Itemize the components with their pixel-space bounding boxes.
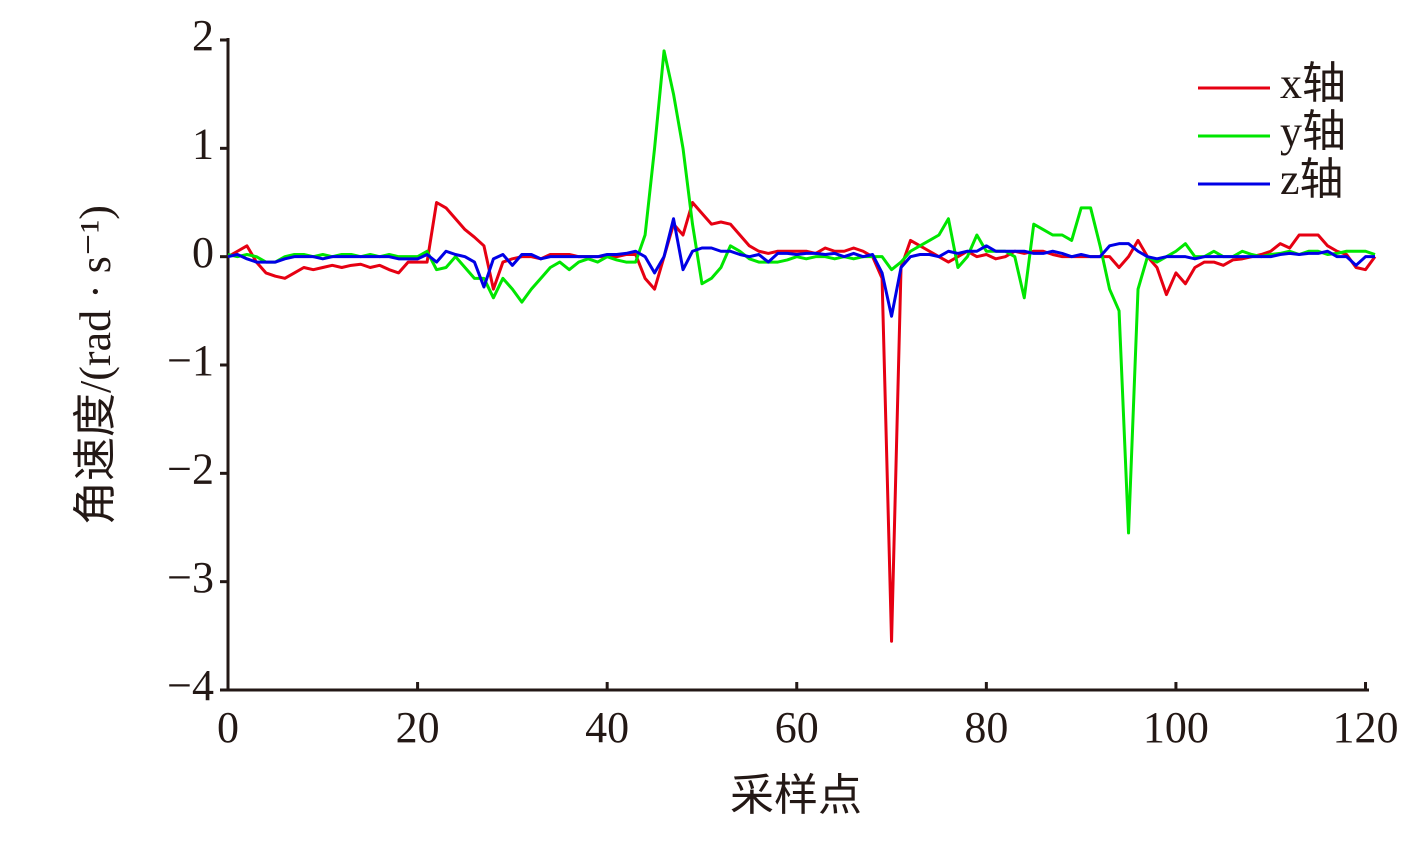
- y-tick-label: −3: [167, 553, 214, 602]
- y-tick-label: 0: [192, 228, 214, 277]
- legend-label: y轴: [1280, 107, 1346, 156]
- y-tick-label: 2: [192, 11, 214, 60]
- y-tick-label: −1: [167, 336, 214, 385]
- legend-label: z轴: [1280, 155, 1344, 204]
- legend-label: x轴: [1280, 59, 1346, 108]
- x-tick-label: 60: [775, 703, 819, 752]
- x-tick-label: 120: [1333, 703, 1399, 752]
- series-line: [227, 217, 1375, 318]
- y-tick-label: 1: [192, 119, 214, 168]
- series-line: [227, 49, 1376, 535]
- y-tick-label: −4: [167, 661, 214, 710]
- series-line: [227, 201, 1377, 643]
- x-tick-label: 20: [396, 703, 440, 752]
- x-tick-label: 40: [585, 703, 629, 752]
- y-tick-label: −2: [167, 444, 214, 493]
- x-tick-label: 80: [964, 703, 1008, 752]
- y-axis-label: 角速度/(rad · s⁻¹): [71, 205, 120, 525]
- x-tick-label: 100: [1143, 703, 1209, 752]
- x-tick-label: 0: [217, 703, 239, 752]
- x-axis-label: 采样点: [730, 771, 862, 820]
